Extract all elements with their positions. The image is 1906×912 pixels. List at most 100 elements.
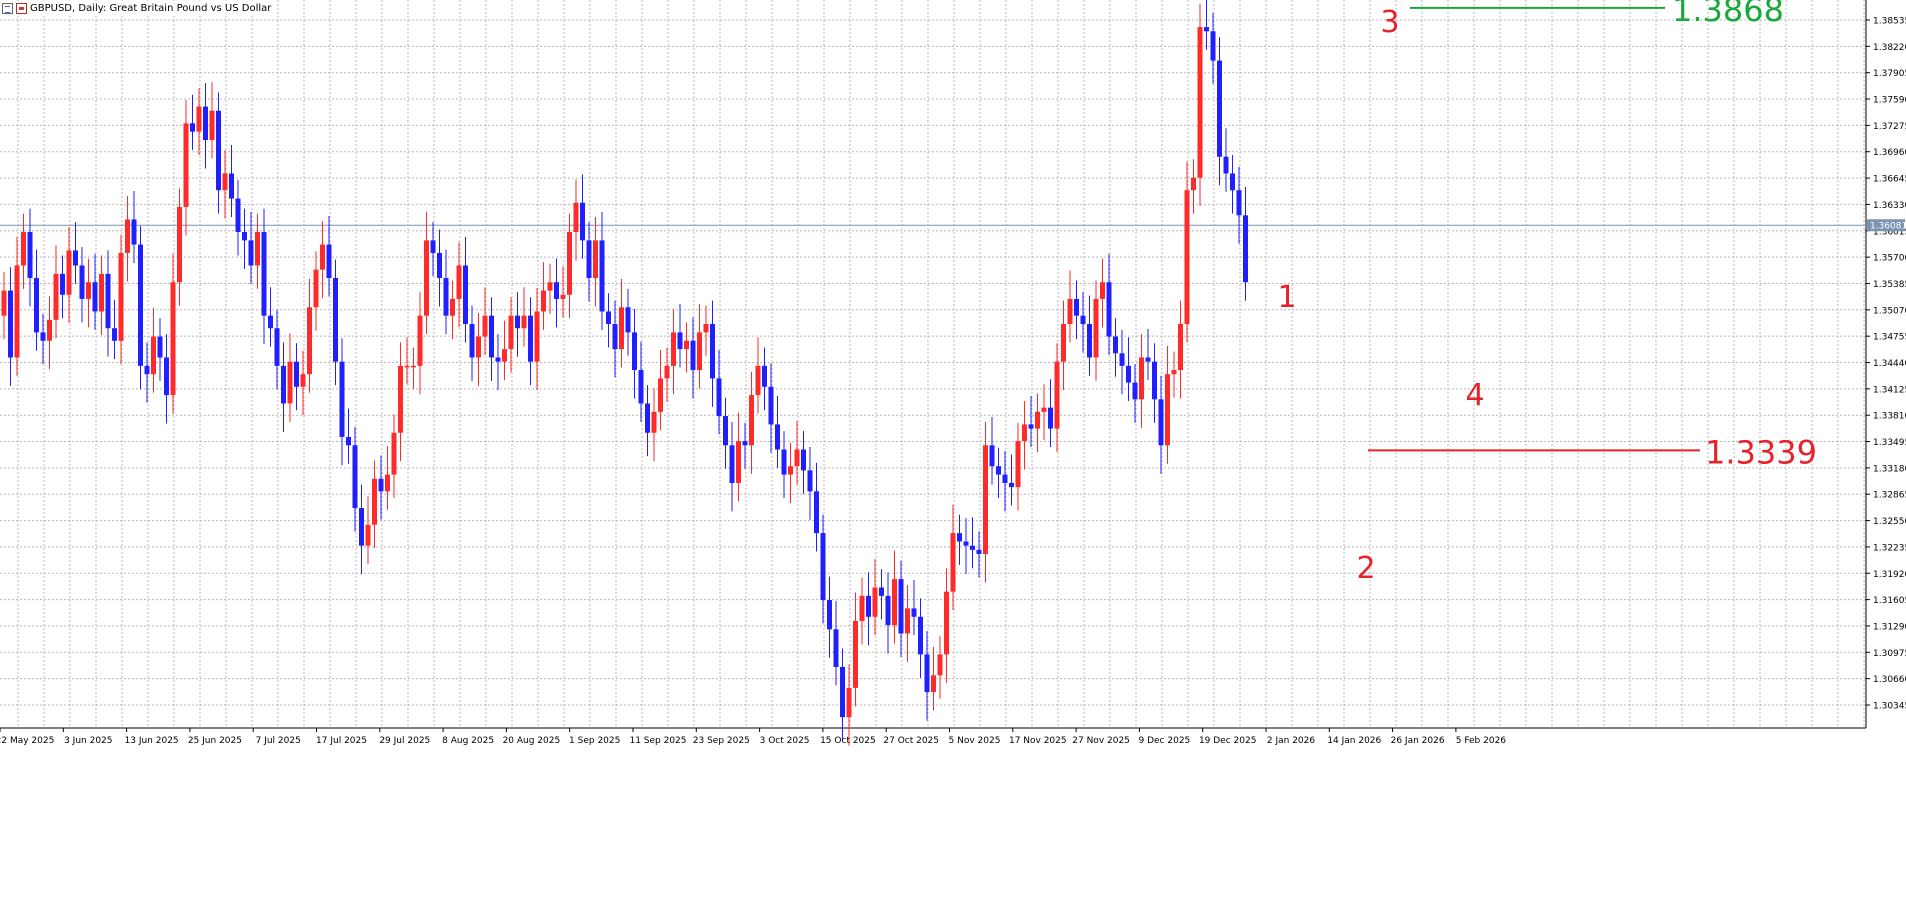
price-tick-label: 1.34440 (1873, 359, 1906, 369)
candle-body (404, 365, 410, 368)
candle-body (1028, 424, 1034, 429)
candle-body (586, 240, 592, 279)
candle-body (1074, 298, 1079, 316)
candle-body (872, 587, 878, 617)
candle-body (164, 357, 169, 396)
candle-body (515, 315, 520, 329)
candle-body (677, 332, 683, 350)
candle-body (157, 336, 163, 358)
candle-body (762, 365, 767, 387)
candle-body (573, 202, 579, 233)
candle-body (424, 240, 429, 316)
candle-body (931, 675, 936, 693)
candle-body (1236, 190, 1242, 216)
candle-body (73, 250, 78, 266)
candle-body (742, 441, 748, 446)
candle-body (60, 273, 65, 295)
candle-body (794, 449, 800, 467)
candle-body (612, 324, 618, 350)
candle-body (716, 378, 722, 417)
candle-body (970, 545, 975, 550)
candle-body (1158, 399, 1164, 446)
candle-body (287, 361, 293, 404)
candle-body (664, 365, 670, 379)
candle-body (378, 478, 384, 492)
candle-body (1132, 382, 1138, 400)
candle-body (937, 654, 943, 676)
date-tick-label: 8 Aug 2025 (442, 736, 494, 746)
candle-body (1113, 336, 1118, 354)
date-tick-label: 3 Oct 2025 (760, 736, 810, 746)
candle-body (92, 282, 98, 312)
candle-body (632, 332, 637, 371)
date-tick-label: 17 Nov 2025 (1009, 736, 1067, 746)
candle-body (463, 265, 468, 325)
date-tick-label: 20 Aug 2025 (503, 736, 561, 746)
candle-body (1217, 60, 1222, 157)
candle-body (14, 265, 20, 358)
candle-body (924, 654, 930, 693)
candle-body (1093, 298, 1099, 358)
candle-body (651, 411, 657, 433)
candle-body (437, 252, 442, 279)
candle-body (450, 298, 455, 316)
candle-body (755, 365, 761, 396)
candle-body (508, 315, 514, 350)
candle-body (261, 232, 267, 316)
date-tick-label: 23 Sep 2025 (693, 736, 750, 746)
chart-properties-icon[interactable] (16, 2, 27, 14)
candle-body (255, 232, 260, 266)
candle-body (229, 173, 234, 199)
date-tick-label: 19 Dec 2025 (1199, 736, 1257, 746)
candle-body (638, 370, 644, 404)
price-tick-label: 1.33810 (1873, 412, 1906, 422)
candle-body (1197, 27, 1203, 178)
candle-body (1223, 156, 1229, 174)
date-tick-label: 3 Jun 2025 (64, 736, 112, 746)
candle-body (326, 244, 332, 279)
price-tick-label: 1.32865 (1873, 491, 1906, 501)
chart-window-icon[interactable] (2, 2, 13, 14)
candle-body (1184, 190, 1190, 325)
chart-title: GBPUSD, Daily: Great Britain Pound vs US… (30, 2, 272, 14)
candle-body (398, 365, 403, 433)
candle-body (710, 324, 715, 379)
candle-body (1015, 441, 1021, 488)
candle-body (313, 269, 319, 308)
candle-body (1080, 315, 1086, 325)
candle-body (963, 541, 969, 546)
candle-body (131, 219, 137, 245)
candle-body (1022, 424, 1027, 442)
price-tick-label: 1.33180 (1873, 464, 1906, 474)
candle-body (1152, 361, 1157, 400)
candle-body (495, 357, 501, 362)
price-tick-label: 1.36330 (1873, 201, 1906, 211)
candle-body (840, 666, 845, 718)
candle-body (801, 449, 806, 471)
candle-body (1041, 407, 1047, 412)
price-tick-label: 1.30660 (1873, 675, 1906, 685)
candle-body (866, 595, 871, 617)
candle-body (430, 240, 436, 253)
candle-body (177, 206, 182, 283)
price-tick-label: 1.35070 (1873, 306, 1906, 316)
candle-body (411, 365, 416, 368)
candle-body (1178, 324, 1183, 371)
candle-body (645, 403, 650, 433)
price-tick-label: 1.36015 (1873, 227, 1906, 237)
date-tick-label: 2 Jan 2026 (1267, 736, 1315, 746)
date-tick-label: 26 Jan 2026 (1391, 736, 1445, 746)
candle-body (190, 123, 195, 132)
candle-body (1048, 407, 1053, 429)
date-tick-label: 17 Jul 2025 (316, 736, 367, 746)
date-axis: 22 May 2025 3 Jun 2025 13 Jun 2025 25 Jun 2… (0, 728, 1506, 746)
candle-body (599, 240, 605, 312)
price-tick-label: 1.30345 (1873, 702, 1906, 712)
date-tick-label: 27 Oct 2025 (883, 736, 939, 746)
candle-body (807, 470, 813, 492)
price-tick-label: 1.31605 (1873, 596, 1906, 606)
price-tick-label: 1.37590 (1873, 96, 1906, 106)
chart-title-bar: GBPUSD, Daily: Great Britain Pound vs US… (2, 1, 272, 15)
